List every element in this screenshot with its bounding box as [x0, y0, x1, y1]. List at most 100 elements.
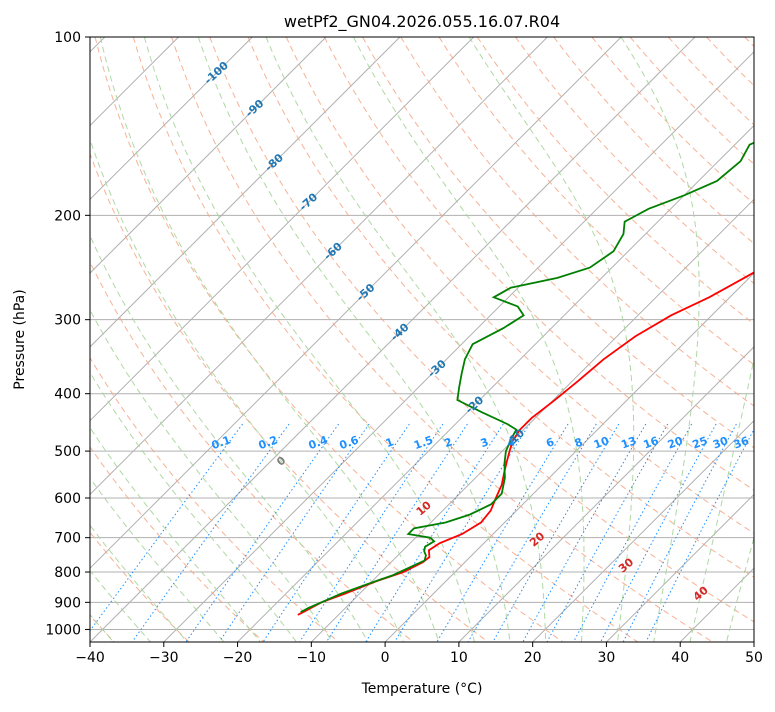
mixing-ratio-label: 30	[711, 434, 730, 452]
isotherm-line	[90, 37, 548, 496]
mixing-ratio-label: 0.4	[307, 433, 330, 452]
moist-adiabat-line	[620, 37, 700, 642]
isotherm-line	[90, 37, 253, 201]
moist-adiabat-line	[90, 371, 297, 642]
mixing-ratio-label: 1.5	[412, 433, 435, 452]
line-labels: 0.1 0.2 0.4 0.6 1 1.5 2 3 4 6 8 10 13 16 20 25 30 36-100-…	[202, 59, 751, 604]
x-tick-label: 30	[598, 650, 616, 666]
y-tick-label: 600	[54, 491, 81, 507]
moist-adiabat-line	[726, 535, 754, 642]
dry-adiabat-line	[90, 446, 265, 642]
moist-adiabat-line	[90, 234, 369, 642]
moist-adiabat-line	[90, 477, 225, 642]
chart-title: wetPf2_GN04.2026.055.16.07.R04	[284, 12, 560, 32]
dry-adiabat-line	[90, 356, 339, 642]
dry-adiabat-line	[90, 260, 414, 642]
moist-adiabat-line	[265, 37, 547, 642]
isotherm-line	[90, 37, 622, 569]
dry-adiabat-line	[323, 37, 754, 491]
mixing-ratio-line	[546, 423, 669, 642]
dry-adiabat-line	[515, 37, 754, 285]
moist-adiabat-line	[90, 524, 188, 642]
dry-adiabat-line	[285, 37, 754, 534]
moist-adiabat-line	[90, 137, 405, 642]
mixing-ratio-label: 13	[619, 434, 638, 451]
isotherm-line	[384, 272, 754, 642]
y-tick-label: 700	[54, 531, 81, 547]
mixing-ratio-label: 0.1	[210, 433, 233, 452]
x-tick-label: 50	[745, 650, 763, 666]
y-tick-label: 300	[54, 313, 81, 329]
mixing-ratio-line	[326, 423, 468, 642]
dry-adiabat-line	[476, 37, 754, 325]
profile-lines	[297, 141, 754, 616]
mixing-ratio-line	[492, 423, 620, 642]
mixing-ratio-label: 10	[592, 434, 611, 452]
y-tick-label: 400	[54, 387, 81, 403]
x-tick-label: −40	[75, 650, 105, 666]
x-tick-label: 10	[450, 650, 468, 666]
x-tick-label: 20	[524, 650, 542, 666]
isotherm-line	[532, 419, 754, 642]
mixing-ratio-line	[645, 428, 754, 642]
mixing-ratio-label: 2	[442, 435, 454, 450]
background-lines	[90, 37, 754, 642]
dry-adiabat-line	[247, 37, 754, 578]
dry-adiabat-line	[209, 37, 754, 623]
mixing-ratio-label: 16	[642, 434, 661, 452]
mixing-ratio-label: 4	[505, 435, 517, 450]
mixing-ratio-label: 3	[479, 435, 491, 450]
dry-adiabat-line	[90, 152, 489, 642]
mixing-ratio-line	[522, 423, 647, 642]
mixing-ratio-label: 0.2	[257, 433, 280, 452]
isotherm-line	[90, 37, 475, 422]
mixing-ratio-label: 20	[666, 434, 685, 452]
isotherm-line	[458, 346, 754, 642]
dewpoint-profile-line	[300, 141, 754, 613]
mixing-ratio-line	[622, 423, 737, 642]
mixing-ratio-line	[394, 423, 531, 642]
mixing-ratio-label: 8	[573, 435, 585, 450]
isotherm-line	[90, 37, 401, 348]
mixing-ratio-line	[90, 423, 243, 632]
y-tick-label: 900	[54, 595, 81, 611]
y-tick-label: 100	[54, 30, 81, 46]
mixing-ratio-label: 0.6	[338, 433, 361, 452]
mixing-ratio-label: 6	[544, 435, 556, 450]
axes: −40 −30 −20 −10 0 10 20 30 40 5010020030040050060…	[45, 30, 763, 666]
mixing-ratio-line	[365, 423, 504, 642]
moist-adiabat-line	[90, 308, 333, 642]
isotherm-line	[90, 37, 327, 274]
mixing-ratio-line	[467, 423, 597, 642]
mixing-ratio-line	[185, 423, 340, 642]
y-tick-label: 500	[54, 444, 81, 460]
mixing-ratio-label: 36	[732, 434, 751, 452]
plot-frame	[89, 36, 755, 643]
y-tick-label: 800	[54, 565, 81, 581]
mixing-ratio-line	[600, 423, 717, 642]
dry-adiabat-line	[171, 37, 713, 642]
moist-adiabat-line	[99, 37, 440, 642]
x-tick-label: −10	[297, 650, 327, 666]
y-tick-label: 200	[54, 208, 81, 224]
x-tick-label: −20	[223, 650, 253, 666]
isotherm-line	[90, 37, 696, 642]
moist-adiabat-line	[143, 37, 475, 642]
mixing-ratio-line	[131, 423, 290, 642]
isotherm-line	[163, 51, 754, 642]
moist-adiabat-line	[90, 426, 261, 642]
isotherm-line	[237, 124, 754, 642]
x-axis-label: Temperature (°C)	[361, 681, 483, 697]
x-tick-label: 0	[381, 650, 390, 666]
mixing-ratio-label: 1	[384, 435, 396, 450]
y-tick-label: 1000	[45, 622, 81, 638]
y-axis-label: Pressure (hPa)	[12, 289, 28, 389]
x-tick-label: 40	[671, 650, 689, 666]
dry-adiabat-line	[132, 37, 639, 642]
dry-adiabat-line	[438, 37, 754, 366]
mixing-ratio-label: 25	[691, 434, 710, 451]
dry-adiabat-line	[94, 37, 564, 642]
isotherm-line	[606, 493, 754, 642]
